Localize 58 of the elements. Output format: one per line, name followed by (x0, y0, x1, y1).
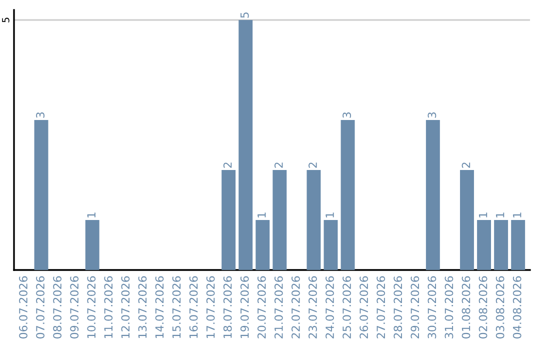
data-label: 1 (513, 212, 522, 218)
x-tick-label: 13.07.2026 (138, 276, 147, 338)
x-tick-label: 17.07.2026 (206, 276, 215, 338)
x-tick-label: 09.07.2026 (70, 276, 79, 338)
x-tick-label: 06.07.2026 (19, 276, 28, 338)
bar (272, 170, 287, 270)
x-tick-label: 28.07.2026 (394, 276, 402, 338)
bar (324, 220, 338, 270)
data-label: 2 (223, 162, 232, 168)
x-tick-label: 02.08.2026 (478, 276, 488, 338)
bar (477, 220, 491, 270)
data-label: 1 (326, 212, 334, 218)
bar (494, 220, 508, 270)
bar (256, 220, 270, 270)
data-label: 2 (274, 162, 283, 168)
x-tick-label: 20.07.2026 (257, 276, 266, 338)
x-tick-label: 10.07.2026 (87, 276, 96, 338)
data-label: 2 (462, 162, 470, 168)
x-tick-label: 19.07.2026 (240, 276, 249, 338)
x-tick-label: 12.07.2026 (121, 276, 130, 338)
data-label: 1 (87, 212, 96, 218)
x-tick-label: 03.08.2026 (496, 276, 504, 338)
data-label: 3 (428, 112, 436, 118)
x-tick-label: 21.07.2026 (274, 276, 283, 338)
data-label: 1 (478, 212, 488, 218)
bar (340, 120, 355, 270)
x-tick-label: 22.07.2026 (292, 276, 300, 338)
bar (85, 220, 100, 270)
x-tick-label: 14.07.2026 (155, 276, 164, 338)
x-tick-label: 24.07.2026 (326, 276, 334, 338)
x-tick-label: 26.07.2026 (360, 276, 368, 338)
x-tick-label: 01.08.2026 (462, 276, 470, 338)
x-tick-label: 25.07.2026 (342, 276, 352, 338)
data-label: 1 (258, 212, 266, 218)
x-tick-label: 11.07.2026 (104, 276, 113, 338)
data-label: 3 (342, 112, 352, 118)
data-label: 1 (496, 212, 504, 218)
bar (460, 170, 474, 270)
bar (426, 120, 440, 270)
x-tick-label: 08.07.2026 (53, 276, 62, 338)
x-tick-label: 30.07.2026 (428, 276, 436, 338)
x-tick-label: 18.07.2026 (223, 276, 232, 338)
x-tick-label: 23.07.2026 (308, 276, 317, 338)
x-tick-label: 07.07.2026 (36, 276, 44, 338)
bar (34, 120, 48, 270)
x-tick-label: 15.07.2026 (172, 276, 181, 338)
bar (222, 170, 236, 270)
x-tick-label: 29.07.2026 (410, 276, 420, 338)
x-tick-label: 04.08.2026 (512, 276, 522, 338)
bar (238, 20, 253, 270)
x-tick-label: 27.07.2026 (376, 276, 386, 338)
bar (306, 170, 321, 270)
data-label: 2 (308, 162, 317, 168)
data-label: 5 (240, 12, 249, 18)
data-label: 3 (36, 112, 44, 118)
x-tick-label: 31.07.2026 (444, 276, 454, 338)
x-tick-label: 16.07.2026 (189, 276, 198, 338)
bar (511, 220, 526, 270)
